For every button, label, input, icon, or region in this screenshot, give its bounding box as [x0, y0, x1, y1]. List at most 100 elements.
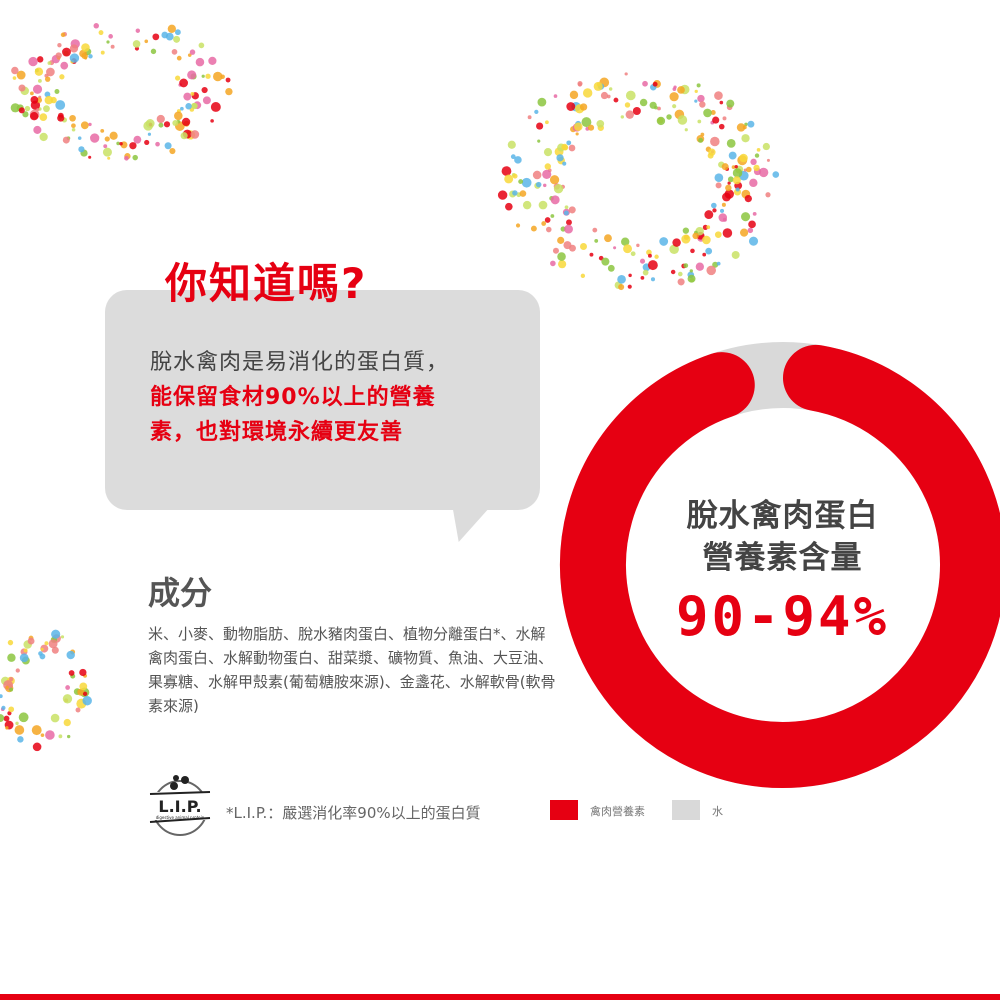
confetti-dot — [562, 144, 569, 151]
confetti-dot — [512, 190, 518, 196]
confetti-dot — [44, 91, 51, 98]
confetti-dot — [715, 182, 722, 189]
confetti-dot — [624, 72, 628, 76]
confetti-dot — [732, 168, 743, 178]
confetti-dot — [40, 647, 44, 651]
confetti-dot — [694, 99, 698, 103]
confetti-dot — [536, 122, 544, 130]
confetti-dot — [190, 130, 200, 139]
confetti-dot — [172, 120, 179, 127]
confetti-dot — [175, 75, 181, 81]
confetti-dot — [538, 200, 548, 210]
confetti-dot — [650, 277, 656, 282]
confetti-dot — [714, 91, 723, 100]
confetti-dot — [501, 166, 512, 176]
confetti-dot — [183, 92, 192, 101]
confetti-dot — [32, 84, 43, 94]
confetti-dot — [108, 34, 113, 39]
confetti-dot — [600, 91, 609, 100]
confetti-dot — [659, 237, 669, 246]
confetti-dot — [718, 213, 728, 222]
confetti-dot — [32, 742, 42, 752]
confetti-dot — [210, 101, 221, 112]
confetti-dot — [57, 42, 62, 48]
confetti-dot — [0, 714, 5, 722]
confetti-dot — [677, 271, 683, 277]
confetti-dot — [553, 184, 564, 194]
confetti-dot — [541, 221, 547, 226]
confetti-dot — [727, 176, 734, 183]
confetti-dot — [213, 71, 223, 82]
confetti-dot — [8, 706, 15, 713]
confetti-dot — [156, 114, 165, 124]
confetti-dot — [734, 165, 738, 169]
confetti-dot — [68, 670, 75, 676]
confetti-dot — [589, 252, 594, 257]
confetti-dot — [34, 67, 44, 76]
confetti-dot — [174, 29, 181, 36]
confetti-dot — [39, 132, 48, 142]
confetti-dot — [607, 264, 615, 272]
confetti-dot — [132, 154, 138, 161]
confetti-dot — [654, 254, 659, 259]
confetti-dot — [749, 178, 758, 188]
confetti-dot — [569, 90, 579, 100]
confetti-dot — [69, 114, 76, 122]
confetti-dot — [722, 116, 727, 121]
confetti-dot — [752, 211, 757, 216]
confetti-dot — [562, 161, 567, 166]
confetti-dot — [568, 206, 576, 214]
confetti-dot — [44, 95, 54, 105]
confetti-dot — [706, 265, 717, 276]
confetti-dot — [642, 80, 648, 87]
confetti-dot — [107, 156, 111, 160]
confetti-dot — [698, 137, 704, 143]
confetti-dot — [43, 105, 50, 113]
confetti-dot — [712, 208, 717, 213]
confetti-dot — [556, 154, 564, 162]
confetti-dot — [164, 142, 172, 150]
confetti-dot — [587, 124, 595, 131]
confetti-dot — [537, 139, 541, 143]
confetti-dot — [696, 83, 701, 88]
confetti-dot — [62, 47, 71, 57]
confetti-dot — [725, 184, 732, 192]
confetti-dot — [7, 653, 16, 662]
confetti-dot — [18, 84, 26, 92]
confetti-dot — [98, 30, 104, 36]
confetti-dot — [77, 688, 85, 696]
confetti-dot — [10, 103, 20, 113]
confetti-dot — [80, 121, 89, 130]
confetti-dot — [535, 181, 542, 188]
confetti-dot — [31, 725, 42, 736]
confetti-dot — [728, 151, 737, 160]
confetti-dot — [93, 23, 99, 29]
confetti-dot — [88, 54, 93, 59]
confetti-dot — [27, 637, 35, 645]
confetti-dot — [544, 163, 552, 170]
confetti-dot — [47, 61, 52, 65]
confetti-dot — [563, 210, 569, 216]
confetti-dot — [0, 694, 3, 699]
confetti-dot — [732, 176, 741, 185]
confetti-dot — [726, 138, 736, 148]
confetti-dot — [681, 234, 691, 244]
confetti-dot — [557, 236, 565, 244]
confetti-dot — [758, 167, 769, 178]
confetti-dot — [527, 115, 532, 120]
ingredients-title: 成分 — [148, 574, 213, 612]
confetti-dot — [705, 247, 713, 255]
confetti-dot — [150, 48, 157, 55]
confetti-dot — [504, 174, 514, 184]
bubble-line-1: 脫水禽肉是易消化的蛋白質， — [150, 350, 450, 375]
confetti-dot — [60, 61, 69, 70]
confetti-dot — [613, 97, 619, 103]
bottom-accent-bar — [0, 994, 1000, 1000]
confetti-dot — [596, 119, 605, 128]
confetti-dot — [55, 100, 66, 110]
confetti-dot — [60, 32, 66, 38]
confetti-dot — [185, 103, 192, 110]
confetti-dot — [57, 114, 65, 122]
confetti-dot — [558, 260, 567, 269]
